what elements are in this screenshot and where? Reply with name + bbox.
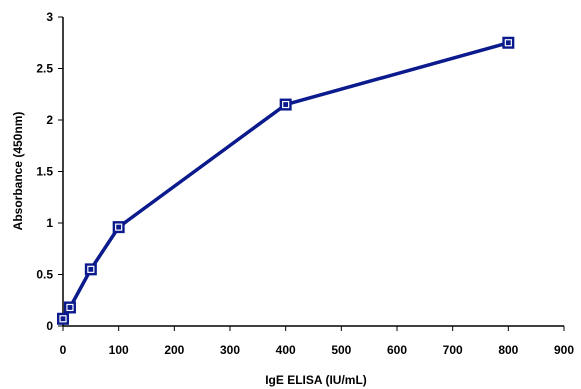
x-tick-label: 800: [498, 343, 518, 357]
y-tick-label: 0.5: [36, 268, 53, 282]
marker-inner: [115, 223, 123, 231]
y-tick-label: 1: [46, 216, 53, 230]
y-tick-label: 3: [46, 10, 53, 24]
y-tick-label: 1.5: [36, 165, 53, 179]
series-layer: [57, 36, 515, 325]
marker-inner: [504, 39, 512, 47]
x-tick-label: 400: [276, 343, 296, 357]
x-tick-label: 0: [60, 343, 67, 357]
marker-inner: [59, 315, 67, 323]
data-point: [112, 221, 125, 234]
marker-inner: [87, 265, 95, 273]
y-tick-label: 2.5: [36, 62, 53, 76]
marker-square: [279, 98, 292, 111]
data-point: [57, 312, 69, 325]
x-tick-label: 600: [387, 343, 407, 357]
y-axis-title: Absorbance (450nm): [11, 112, 25, 231]
data-point: [84, 263, 97, 276]
marker-square: [112, 221, 125, 234]
y-tick-label: 2: [46, 113, 53, 127]
data-point: [279, 98, 292, 111]
marker-inner: [282, 100, 290, 109]
x-tick-label: 200: [164, 343, 184, 357]
data-point: [63, 301, 76, 314]
axes: [62, 17, 564, 327]
series-line: [61, 41, 509, 320]
ticks: 0 100 200 300 400 500 600 700 800 900 0 0.5 1 1.5 2 2.5…: [36, 10, 574, 357]
marker-square: [84, 263, 97, 276]
marker-inner: [66, 303, 74, 312]
marker-square: [63, 301, 76, 314]
data-point: [502, 36, 515, 49]
marker-square: [502, 36, 515, 49]
marker-square: [57, 312, 69, 325]
x-tick-label: 100: [109, 343, 129, 357]
x-tick-label: 300: [220, 343, 240, 357]
x-tick-label: 900: [554, 343, 574, 357]
x-tick-label: 700: [443, 343, 463, 357]
x-axis-title: IgE ELISA (IU/mL): [265, 373, 367, 387]
y-tick-label: 0: [46, 319, 53, 333]
x-tick-label: 500: [331, 343, 351, 357]
